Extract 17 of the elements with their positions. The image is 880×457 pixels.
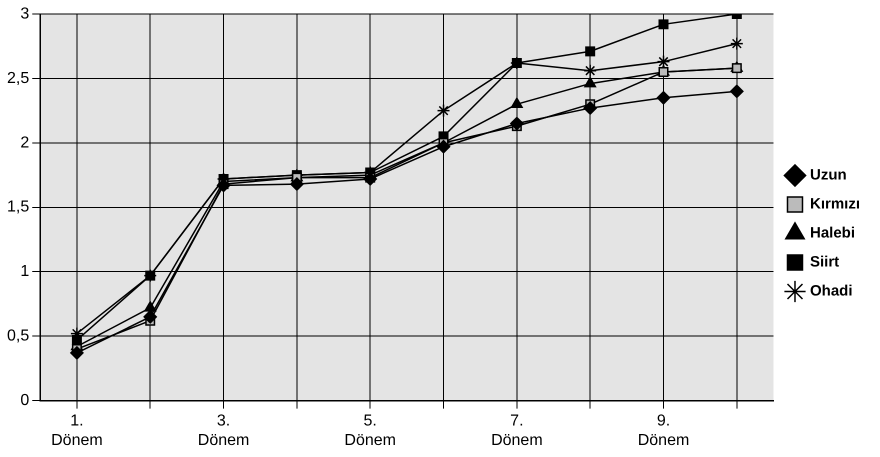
y-tick-label: 0,5 <box>6 328 30 345</box>
legend-label: Siirt <box>810 254 840 271</box>
x-tick-label: 5. Dönem <box>344 412 396 449</box>
y-tick-label: 3 <box>20 5 30 22</box>
legend-label: Ohadi <box>810 282 853 300</box>
y-tick-label: 1,5 <box>6 198 30 216</box>
y-tick-label: 2,5 <box>6 70 30 87</box>
y-tick-label: 0 <box>20 392 30 410</box>
y-tick-label: 2 <box>20 134 30 152</box>
y-tick-label: 1 <box>20 263 30 280</box>
x-tick-label: 3. Dönem <box>198 412 250 449</box>
legend-label: Halebi <box>810 224 856 242</box>
x-tick-label: 9. Dönem <box>638 412 690 449</box>
legend-label: Kırmızı <box>810 196 860 213</box>
x-tick-label: 1. Dönem <box>51 412 103 449</box>
legend-label: Uzun <box>810 166 847 184</box>
x-tick-label: 7. Dönem <box>491 412 543 449</box>
